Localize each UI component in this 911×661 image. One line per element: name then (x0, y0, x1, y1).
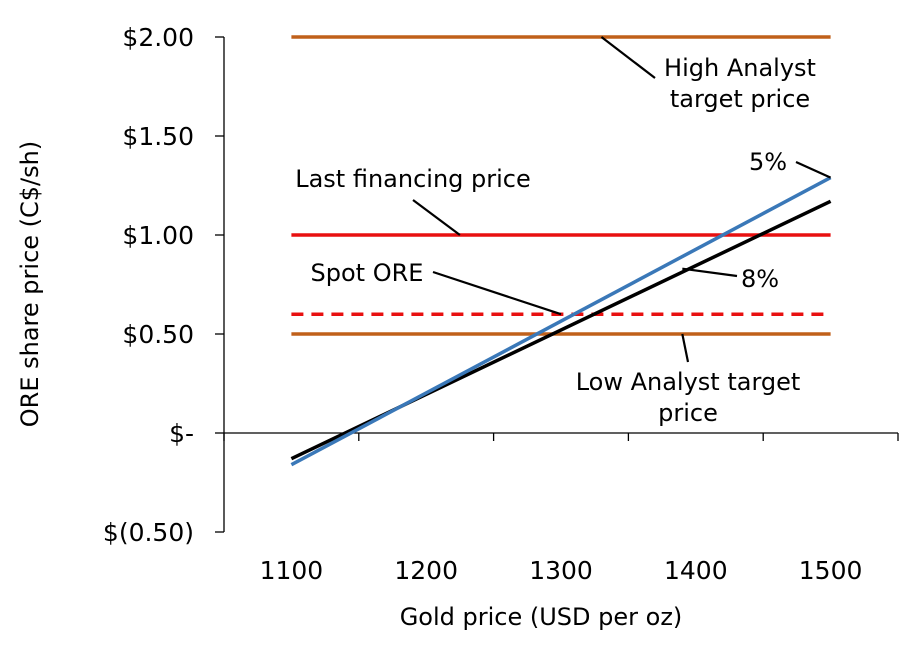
annotation-labels: High Analyst target price Last financing p… (295, 54, 816, 427)
leader-line-low-analyst (681, 333, 690, 363)
x-axis-ticks: 1100 1200 1300 1400 1500 (223, 433, 899, 585)
series-line-discount-5 (290, 176, 832, 467)
y-axis-ticks: $2.00 $1.50 $1.00 $0.50 $- $(0.50) (103, 23, 224, 547)
y-tick-label: $1.00 (122, 221, 194, 250)
leader-line-discount-5 (795, 160, 832, 179)
y-tick-label: $1.50 (122, 122, 194, 151)
y-tick-label: $(0.50) (103, 518, 194, 547)
annotation-label-low-analyst: Low Analyst target (576, 368, 801, 396)
annotation-label-high-analyst: High Analyst (664, 54, 816, 82)
x-tick-label: 1400 (664, 556, 728, 585)
leader-line-high-analyst (600, 36, 656, 79)
x-tick-label: 1200 (394, 556, 458, 585)
annotation-label-last-financing: Last financing price (295, 165, 531, 193)
annotation-label-spot-ore: Spot ORE (311, 259, 424, 287)
axes (223, 37, 898, 532)
x-tick-label: 1100 (260, 556, 324, 585)
y-tick-label: $- (169, 419, 194, 448)
y-tick-label: $2.00 (122, 23, 194, 52)
annotation-label-high-analyst: target price (670, 85, 810, 113)
leader-line-spot-ore (432, 270, 562, 316)
leader-line-discount-8 (682, 267, 738, 278)
leader-line-last-financing (412, 199, 461, 236)
x-tick-label: 1300 (529, 556, 593, 585)
annotation-leaders (412, 36, 832, 363)
annotation-label-discount-8: 8% (741, 265, 779, 293)
y-axis-title: ORE share price (C$/sh) (16, 141, 44, 427)
y-tick-label: $0.50 (122, 320, 194, 349)
annotation-label-discount-5: 5% (749, 148, 787, 176)
x-axis-title: Gold price (USD per oz) (400, 603, 683, 631)
annotation-label-low-analyst: price (658, 399, 718, 427)
x-tick-label: 1500 (799, 556, 863, 585)
